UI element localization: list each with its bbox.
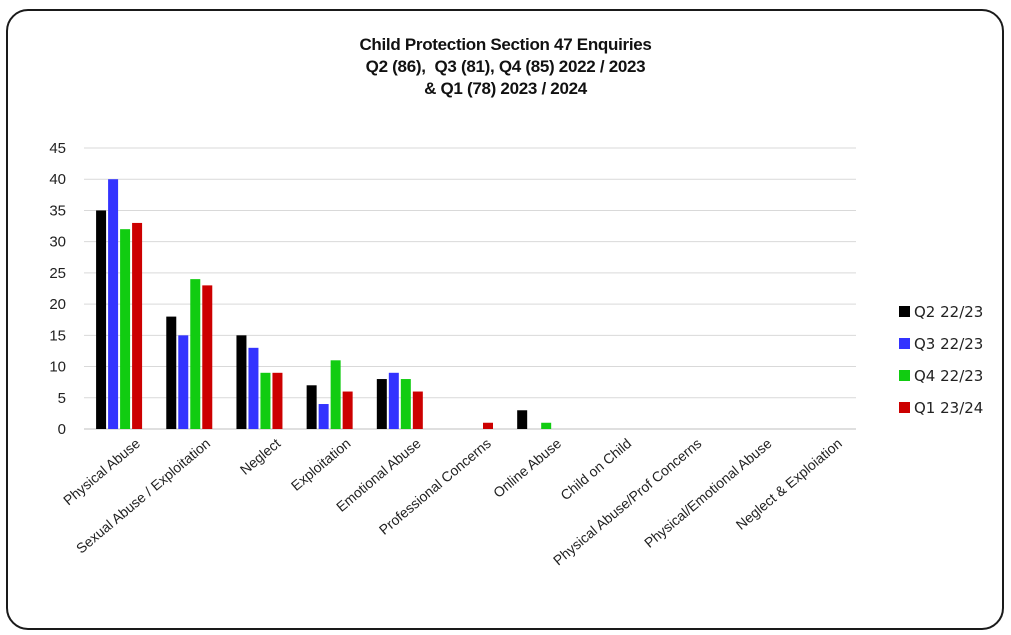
x-category-label: Online Abuse (490, 435, 564, 501)
y-tick-label: 20 (49, 296, 66, 313)
legend-label: Q4 22/23 (914, 367, 983, 385)
y-tick-label: 15 (49, 327, 66, 344)
y-tick-label: 35 (49, 202, 66, 219)
bar-q4-22-23-3 (330, 360, 341, 429)
legend-swatch (899, 370, 910, 381)
chart-title-line-2: Q2 (86), Q3 (81), Q4 (85) 2022 / 2023 (365, 57, 646, 76)
x-category-label: Physical Abuse/Prof Concerns (550, 435, 705, 568)
bar-q4-22-23-1 (190, 279, 201, 429)
bar-q1-23-24-5 (483, 422, 493, 429)
bar-q1-23-24-4 (412, 391, 423, 429)
legend-label: Q1 23/24 (914, 399, 983, 417)
legend-label: Q2 22/23 (914, 303, 983, 321)
y-axis-ticks: 0 5 10 15 20 25 30 35 40 45 (49, 140, 66, 438)
x-category-label: Exploitation (288, 435, 354, 494)
legend-swatch (899, 402, 910, 413)
x-category-label: Physical/Emotional Abuse (641, 435, 775, 551)
legend: Q2 22/23 Q3 22/23 Q4 22/23 Q1 23/24 (899, 303, 983, 417)
bar-q3-22-23-1 (178, 335, 189, 429)
y-tick-label: 40 (49, 171, 66, 188)
bar-q3-22-23-3 (318, 404, 329, 429)
bar-q4-22-23-2 (260, 372, 271, 429)
chart-title: Child Protection Section 47 Enquiries Q2… (0, 34, 1011, 100)
bar-q2-22-23-2 (236, 335, 247, 429)
bar-q2-22-23-0 (96, 210, 107, 429)
y-tick-label: 5 (58, 390, 66, 407)
bars (96, 179, 552, 429)
y-tick-label: 25 (49, 265, 66, 282)
bar-q1-23-24-1 (202, 285, 213, 429)
bar-q2-22-23-3 (306, 385, 317, 429)
x-category-label: Sexual Abuse / Exploitation (73, 435, 213, 556)
bar-q2-22-23-1 (166, 316, 177, 429)
bar-q1-23-24-2 (272, 372, 283, 429)
bar-q4-22-23-4 (400, 379, 411, 429)
bar-q1-23-24-3 (342, 391, 353, 429)
bar-q3-22-23-0 (108, 179, 119, 429)
chart-title-line-1: Child Protection Section 47 Enquiries (359, 35, 652, 54)
y-tick-label: 0 (58, 421, 66, 438)
bar-q2-22-23-4 (376, 379, 387, 429)
x-category-label: Neglect (237, 435, 284, 478)
bar-q4-22-23-6 (541, 422, 552, 429)
chart-title-line-3: & Q1 (78) 2023 / 2024 (424, 79, 587, 98)
bar-q1-23-24-0 (132, 222, 143, 429)
legend-swatch (899, 338, 910, 349)
bar-q4-22-23-0 (120, 229, 131, 429)
bar-q3-22-23-2 (248, 347, 259, 429)
y-tick-label: 10 (49, 359, 66, 376)
x-category-label: Child on Child (557, 435, 634, 503)
bar-q3-22-23-4 (388, 372, 399, 429)
y-tick-label: 45 (49, 140, 66, 157)
y-tick-label: 30 (49, 234, 66, 251)
bar-q2-22-23-6 (517, 410, 528, 429)
legend-label: Q3 22/23 (914, 335, 983, 353)
gridlines (84, 147, 856, 430)
legend-swatch (899, 306, 910, 317)
x-category-label: Professional Concerns (376, 435, 494, 538)
